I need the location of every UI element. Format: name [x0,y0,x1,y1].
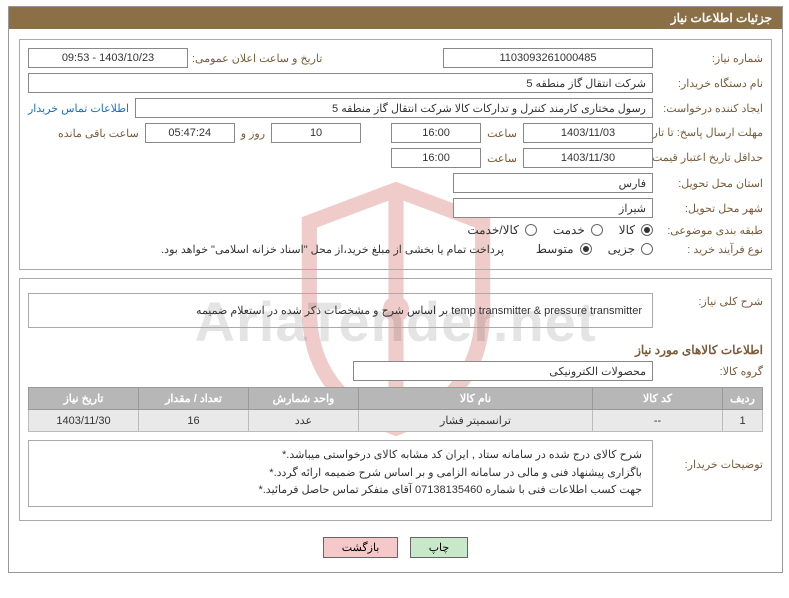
label-need-number: شماره نیاز: [653,52,763,65]
cell: عدد [249,410,359,432]
row-province: استان محل تحویل: فارس [28,173,763,193]
radio-icon [641,224,653,236]
radio-subject-2[interactable]: کالا/خدمت [467,223,536,237]
value-general-desc: temp transmitter & pressure transmitter … [28,293,653,328]
label-validity: حداقل تاریخ اعتبار قیمت: تا تاریخ: [653,151,763,165]
label-hour-1: ساعت [481,127,523,140]
cell: 1403/11/30 [29,410,139,432]
buttons-row: چاپ بازگشت [19,529,772,562]
cell: -- [593,410,723,432]
value-buyer-org: شرکت انتقال گاز منطقه 5 [28,73,653,93]
label-deadline: مهلت ارسال پاسخ: تا تاریخ: [653,126,763,140]
label-requester: ایجاد کننده درخواست: [653,102,763,115]
purchase-note: پرداخت تمام یا بخشی از مبلغ خرید،از محل … [161,243,504,256]
back-button[interactable]: بازگشت [323,537,399,558]
label-remaining: ساعت باقی مانده [52,127,145,140]
goods-info-heading: اطلاعات کالاهای مورد نیاز [28,337,763,361]
col-name: نام کالا [359,388,593,410]
note-line: شرح کالای درج شده در سامانه ستاد , ایران… [39,447,642,465]
col-row: ردیف [723,388,763,410]
note-line: باگزاری پیشنهاد فنی و مالی در سامانه الز… [39,465,642,483]
cell: ترانسمیتر فشار [359,410,593,432]
value-validity-date: 1403/11/30 [523,148,653,168]
row-buyer-notes: توضیحات خریدار: شرح کالای درج شده در سام… [28,440,763,507]
row-city: شهر محل تحویل: شیراز [28,198,763,218]
value-city: شیراز [453,198,653,218]
print-button[interactable]: چاپ [410,537,469,558]
radio-label: کالا [619,223,635,237]
value-requester: رسول مختاری کارمند کنترل و تدارکات کالا … [135,98,653,118]
label-days-and: روز و [235,127,271,140]
col-needdate: تاریخ نیاز [29,388,139,410]
value-remaining-time: 05:47:24 [145,123,235,143]
value-deadline-hour: 16:00 [391,123,481,143]
row-buyer-org: نام دستگاه خریدار: شرکت انتقال گاز منطقه… [28,73,763,93]
label-buyer-notes: توضیحات خریدار: [653,440,763,471]
col-code: کد کالا [593,388,723,410]
buyer-contact-link[interactable]: اطلاعات تماس خریدار [28,102,129,115]
main-info-fieldset: شماره نیاز: 1103093261000485 تاریخ و ساع… [19,39,772,270]
row-deadline: مهلت ارسال پاسخ: تا تاریخ: 1403/11/03 سا… [28,123,763,143]
goods-table: ردیف کد کالا نام کالا واحد شمارش تعداد /… [28,387,763,432]
value-need-number: 1103093261000485 [443,48,653,68]
window: جزئیات اطلاعات نیاز AriaTender.net شماره… [8,6,783,573]
buyer-notes-box: شرح کالای درج شده در سامانه ستاد , ایران… [28,440,653,507]
cell: 16 [139,410,249,432]
radio-label: کالا/خدمت [467,223,518,237]
radio-subject-1[interactable]: خدمت [553,223,603,237]
table-header-row: ردیف کد کالا نام کالا واحد شمارش تعداد /… [29,388,763,410]
radio-icon [525,224,537,236]
value-goods-group: محصولات الکترونیکی [353,361,653,381]
row-purchase-process: نوع فرآیند خرید : جزیی متوسط پرداخت تمام… [28,242,763,256]
value-deadline-date: 1403/11/03 [523,123,653,143]
label-general-desc: شرح کلی نیاز: [653,287,763,308]
table-row: 1 -- ترانسمیتر فشار عدد 16 1403/11/30 [29,410,763,432]
cell: 1 [723,410,763,432]
radio-label: جزیی [608,242,635,256]
col-qty: تعداد / مقدار [139,388,249,410]
radio-icon [580,243,592,255]
label-province: استان محل تحویل: [653,177,763,190]
value-remaining-days: 10 [271,123,361,143]
radio-process-0[interactable]: جزیی [608,242,653,256]
label-subject-class: طبقه بندی موضوعی: [653,224,763,237]
row-need-number: شماره نیاز: 1103093261000485 تاریخ و ساع… [28,48,763,68]
label-hour-2: ساعت [481,152,523,165]
radio-subject-0[interactable]: کالا [619,223,653,237]
label-city: شهر محل تحویل: [653,202,763,215]
value-announce-datetime: 1403/10/23 - 09:53 [28,48,188,68]
title-bar: جزئیات اطلاعات نیاز [9,7,782,29]
label-announce-datetime: تاریخ و ساعت اعلان عمومی: [188,52,333,65]
content-area: AriaTender.net شماره نیاز: 1103093261000… [9,29,782,572]
radio-icon [591,224,603,236]
radio-label: خدمت [553,223,585,237]
row-subject-class: طبقه بندی موضوعی: کالا خدمت کالا/خدمت [28,223,763,237]
row-validity: حداقل تاریخ اعتبار قیمت: تا تاریخ: 1403/… [28,148,763,168]
row-goods-group: گروه کالا: محصولات الکترونیکی [28,361,763,381]
value-province: فارس [453,173,653,193]
radio-icon [641,243,653,255]
row-requester: ایجاد کننده درخواست: رسول مختاری کارمند … [28,98,763,118]
note-line: جهت کسب اطلاعات فنی با شماره 07138135460… [39,482,642,500]
label-buyer-org: نام دستگاه خریدار: [653,77,763,90]
label-goods-group: گروه کالا: [653,365,763,378]
value-validity-hour: 16:00 [391,148,481,168]
radio-label: متوسط [536,242,574,256]
radio-process-1[interactable]: متوسط [536,242,592,256]
description-fieldset: شرح کلی نیاز: temp transmitter & pressur… [19,278,772,521]
label-purchase-process: نوع فرآیند خرید : [653,243,763,256]
col-unit: واحد شمارش [249,388,359,410]
